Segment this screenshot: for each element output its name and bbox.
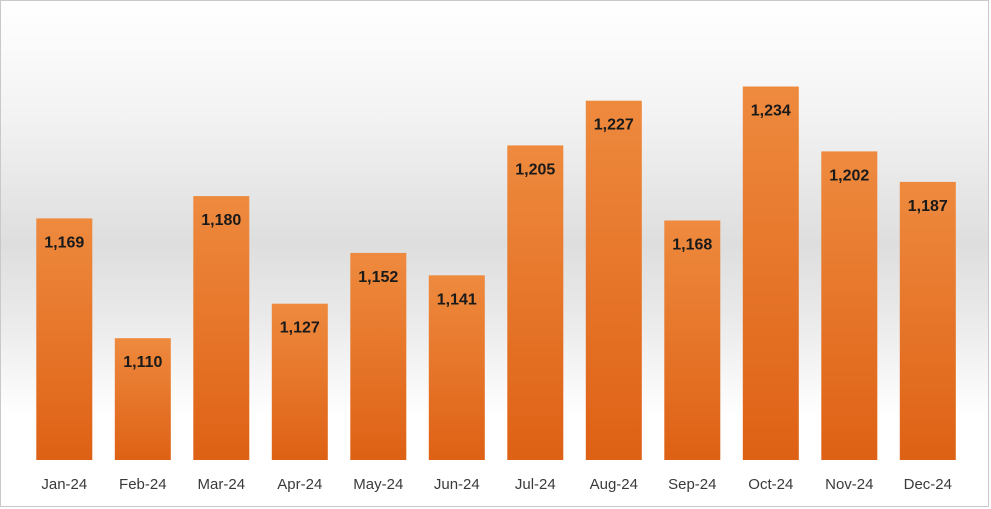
data-label: 1,168	[672, 237, 712, 254]
bar-jun-24	[428, 275, 485, 460]
value-labels-layer: 1,169 1,110 1,180 1,127 1,152 1,141 1,205 1,227…	[44, 103, 948, 372]
x-tick-label: Dec-24	[904, 476, 952, 493]
bar-mar-24	[193, 196, 250, 460]
bar-jan-24	[36, 218, 93, 460]
x-tick-label: Jul-24	[515, 476, 556, 493]
x-tick-label: May-24	[353, 476, 403, 493]
data-label: 1,205	[515, 161, 555, 178]
data-label: 1,234	[751, 103, 791, 120]
data-label: 1,127	[280, 320, 320, 337]
x-tick-label: Aug-24	[590, 476, 638, 493]
bar-nov-24	[821, 151, 878, 460]
data-label: 1,227	[594, 117, 634, 134]
x-tick-label: Jan-24	[41, 476, 87, 493]
bar-aug-24	[585, 100, 642, 460]
x-axis-tick-labels: Jan-24 Feb-24 Mar-24 Apr-24 May-24 Jun-24 Jul-…	[41, 476, 952, 493]
bar-apr-24	[271, 303, 328, 460]
x-tick-label: Apr-24	[277, 476, 322, 493]
x-tick-label: Feb-24	[119, 476, 167, 493]
data-label: 1,202	[829, 167, 869, 184]
data-label: 1,180	[201, 212, 241, 229]
x-tick-label: Oct-24	[748, 476, 793, 493]
data-label: 1,141	[437, 291, 477, 308]
data-label: 1,152	[358, 269, 398, 286]
bar-jul-24	[507, 145, 564, 460]
x-tick-label: Jun-24	[434, 476, 480, 493]
data-label: 1,169	[44, 234, 84, 251]
bar-may-24	[350, 252, 407, 460]
data-label: 1,110	[123, 354, 162, 371]
x-tick-label: Sep-24	[668, 476, 716, 493]
x-tick-label: Nov-24	[825, 476, 873, 493]
bars-layer	[36, 86, 956, 460]
x-tick-label: Mar-24	[198, 476, 246, 493]
bar-oct-24	[742, 86, 799, 460]
data-label: 1,187	[908, 198, 948, 215]
bar-feb-24	[114, 338, 171, 460]
bar-sep-24	[664, 220, 721, 460]
bar-dec-24	[899, 181, 956, 460]
